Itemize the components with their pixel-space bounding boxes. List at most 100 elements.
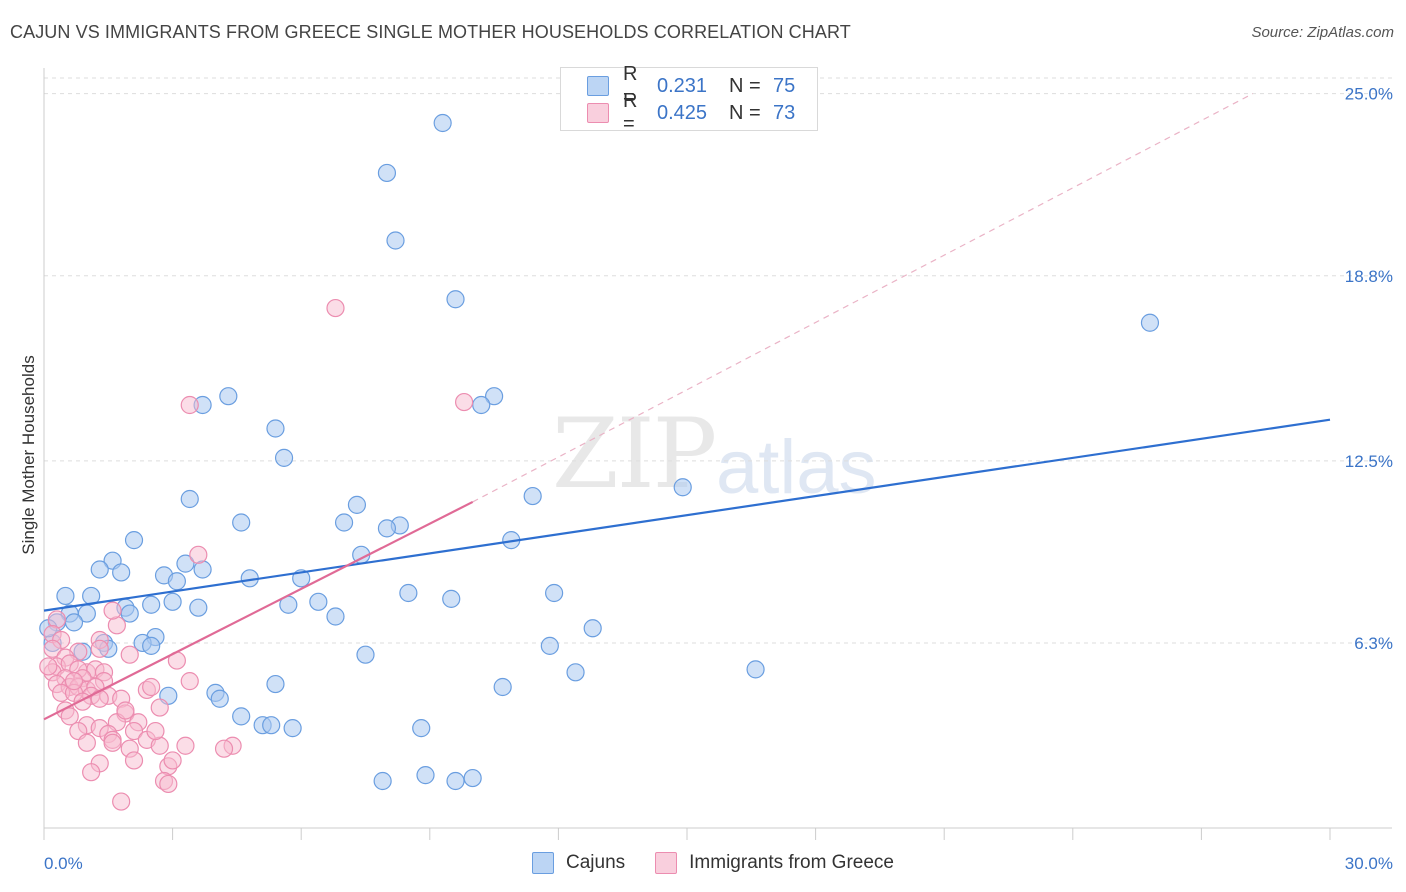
cajuns-swatch <box>587 76 609 96</box>
y-tick-label: 12.5% <box>1345 452 1393 471</box>
cajuns-point <box>90 560 109 579</box>
cajuns-point <box>377 519 397 538</box>
greece-point <box>103 601 122 620</box>
greece-legend-swatch <box>655 852 678 874</box>
cajuns-point <box>142 595 161 614</box>
r-value: 0.231 <box>657 74 708 97</box>
stats-legend-row-greece: R = 0.425 N = 73 <box>587 90 796 135</box>
y-tick-label: 18.8% <box>1345 267 1393 286</box>
cajuns-point <box>545 583 564 603</box>
cajuns-point <box>56 586 75 606</box>
n-value: 73 <box>773 101 796 124</box>
cajuns-point <box>326 607 345 626</box>
greece-point <box>163 751 182 770</box>
cajuns-point <box>399 583 418 603</box>
greece-trendline <box>43 500 474 721</box>
cajuns-point <box>232 707 251 726</box>
greece-point <box>180 395 199 415</box>
greece-point <box>124 721 144 741</box>
cajuns-point <box>309 592 328 611</box>
stats-legend: R = 0.231 N = 75 R = 0.425 N = 73 <box>560 63 818 135</box>
greece-point <box>43 639 62 658</box>
cajuns-point <box>266 419 285 438</box>
greece-point <box>159 774 178 794</box>
greece-point <box>116 701 135 720</box>
cajuns-point <box>142 636 161 655</box>
cajuns-point <box>412 719 431 738</box>
cajuns-point <box>112 563 131 582</box>
r-label: R = <box>623 63 638 108</box>
cajuns-legend-swatch <box>532 852 554 874</box>
watermark-atlas: atlas <box>716 425 877 510</box>
cajuns-point <box>566 663 585 682</box>
cajuns-point <box>167 572 186 591</box>
cajuns-point <box>266 674 285 694</box>
cajuns-trendline <box>43 418 1331 612</box>
cajuns-point <box>163 592 182 611</box>
greece-point <box>39 657 58 676</box>
greece-point <box>90 639 109 658</box>
cajuns-point <box>232 513 251 532</box>
cajuns-point <box>176 554 195 573</box>
legend-label-greece: Immigrants from Greece <box>689 852 894 873</box>
greece-point <box>64 672 84 691</box>
cajuns-point <box>124 531 144 550</box>
cajuns-point <box>746 660 765 679</box>
cajuns-point <box>446 771 465 791</box>
cajuns-point <box>210 689 229 708</box>
cajuns-point <box>463 768 482 788</box>
greece-point <box>77 733 96 752</box>
cajuns-point <box>493 677 512 697</box>
cajuns-point <box>262 716 281 735</box>
cajuns-point <box>1140 313 1160 332</box>
cajuns-point <box>356 645 375 664</box>
cajuns-point <box>283 719 302 738</box>
cajuns-point <box>347 495 367 514</box>
cajuns-point <box>180 489 199 509</box>
cajuns-point <box>334 513 354 532</box>
cajuns-point <box>373 771 392 791</box>
stats-legend-row-cajuns: R = 0.231 N = 75 <box>587 63 796 108</box>
n-label: N = <box>729 101 761 124</box>
n-value: 75 <box>773 74 796 97</box>
x-tick-label: 30.0% <box>1345 854 1393 873</box>
cajuns-point <box>377 163 397 183</box>
greece-point <box>90 689 109 708</box>
greece-point <box>326 298 345 318</box>
cajuns-point <box>673 478 692 497</box>
r-value: 0.425 <box>657 101 708 124</box>
greece-point <box>176 736 195 755</box>
cajuns-point <box>433 113 452 133</box>
cajuns-point <box>540 636 559 655</box>
cajuns-point <box>472 395 491 415</box>
series-legend: Cajuns Immigrants from Greece <box>532 852 924 874</box>
greece-point <box>189 545 208 564</box>
cajuns-point <box>64 613 84 632</box>
cajuns-point <box>485 387 504 406</box>
greece-point <box>180 672 199 691</box>
greece-swatch <box>587 103 609 123</box>
greece-point <box>82 763 101 782</box>
x-tick-label: 0.0% <box>44 854 83 873</box>
y-axis-label: Single Mother Households <box>19 355 38 554</box>
legend-item-greece[interactable]: Immigrants from Greece <box>655 852 894 874</box>
greece-point <box>214 739 234 758</box>
y-tick-label: 6.3% <box>1354 634 1393 653</box>
greece-point <box>146 721 165 741</box>
cajuns-point <box>523 486 542 506</box>
greece-point <box>142 677 161 697</box>
greece-point <box>124 751 144 770</box>
greece-point <box>150 698 169 717</box>
greece-point <box>120 645 139 664</box>
cajuns-point <box>416 766 435 785</box>
legend-item-cajuns[interactable]: Cajuns <box>532 852 625 874</box>
greece-point <box>112 792 131 811</box>
r-label: R = <box>623 90 638 135</box>
cajuns-point <box>274 448 294 467</box>
n-label: N = <box>729 74 761 97</box>
legend-label-cajuns: Cajuns <box>566 852 626 873</box>
chart-title: CAJUN VS IMMIGRANTS FROM GREECE SINGLE M… <box>10 22 851 42</box>
cajuns-point <box>446 290 465 309</box>
source-label: Source: ZipAtlas.com <box>1251 24 1394 41</box>
